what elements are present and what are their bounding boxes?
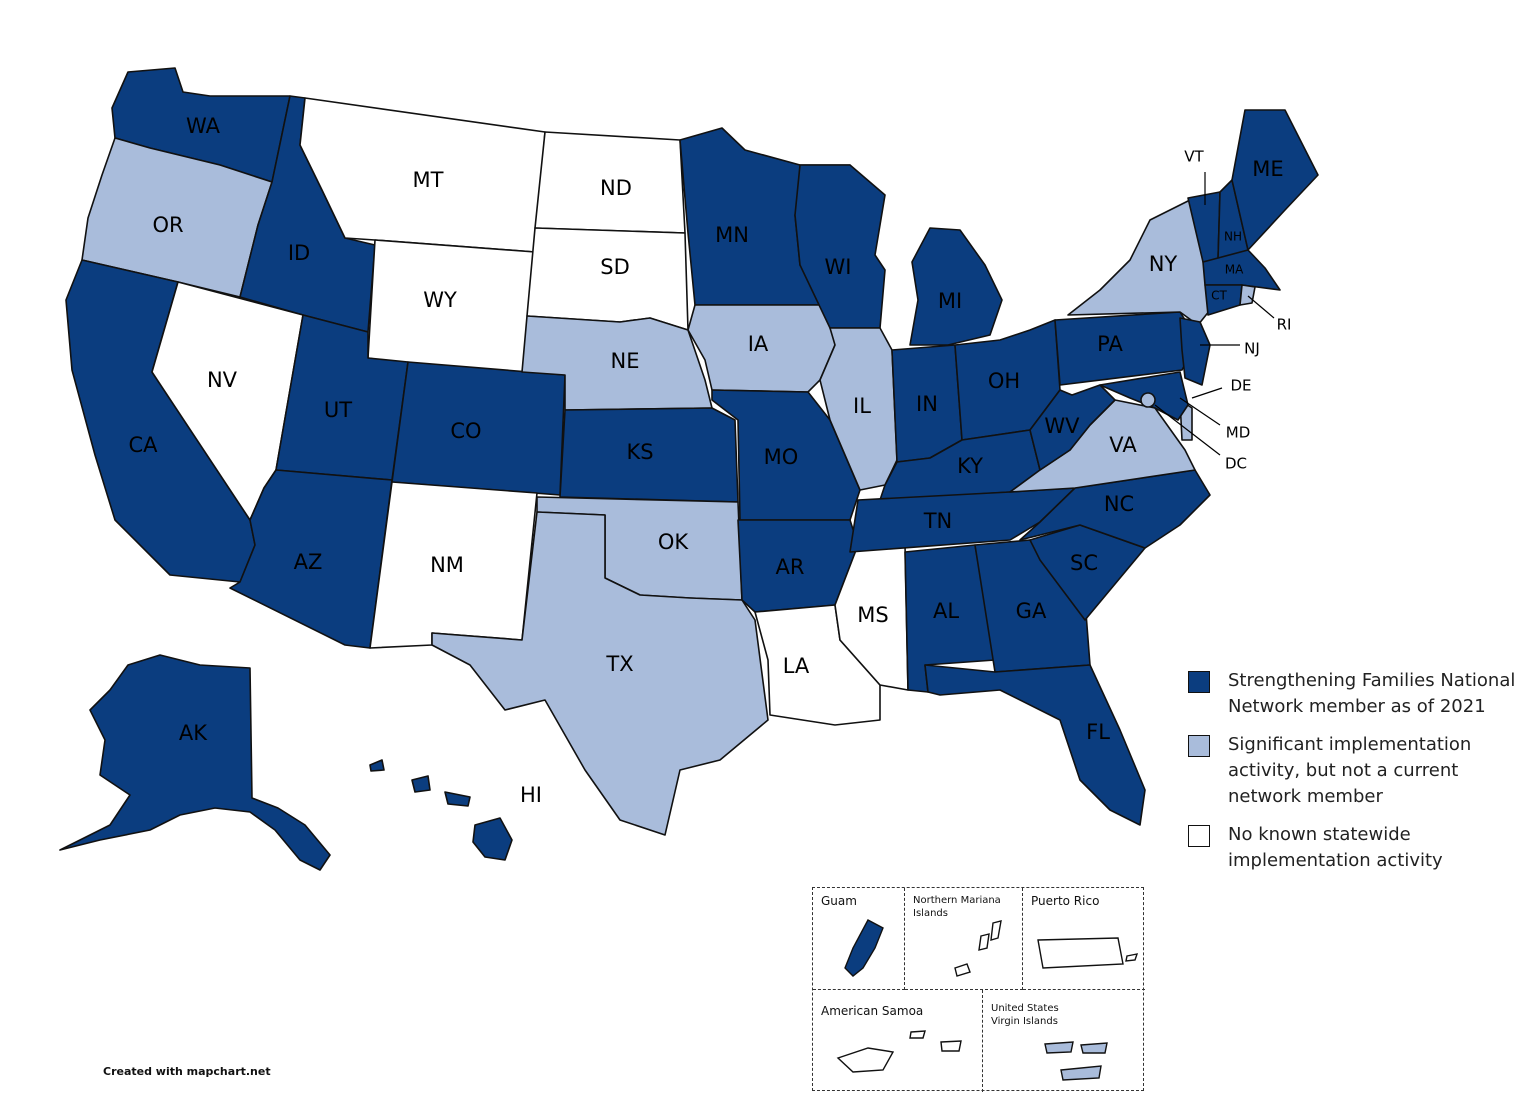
legend-text-implementation: Significant implementation activity, but… [1228, 734, 1472, 807]
state-WI [794, 164, 886, 329]
american-samoa-shape [836, 1030, 962, 1073]
state-KS [559, 407, 739, 503]
state-label-ma: MA [1225, 263, 1244, 277]
territory-guam: Guam [813, 888, 905, 990]
territory-usvi: United States Virgin Islands [983, 990, 1145, 1092]
state-label-hi: HI [520, 783, 542, 807]
legend-text-member: Strengthening Families National Network … [1228, 670, 1516, 717]
state-AK [59, 654, 331, 871]
state-label-ca: CA [128, 433, 158, 457]
state-label-nd: ND [600, 176, 632, 200]
state-label-md: MD [1226, 424, 1251, 442]
state-label-co: CO [450, 419, 481, 443]
state-label-id: ID [288, 241, 310, 265]
state-label-al: AL [933, 599, 959, 623]
state-label-ut: UT [324, 398, 352, 422]
state-label-nj: NJ [1244, 340, 1260, 358]
state-label-de: DE [1230, 377, 1251, 395]
state-TX [431, 511, 769, 836]
state-label-ct: CT [1211, 289, 1227, 303]
state-HI-island [369, 759, 471, 807]
state-SD [526, 227, 689, 331]
state-label-va: VA [1109, 433, 1137, 457]
state-GA [974, 539, 1091, 673]
state-label-mo: MO [764, 445, 799, 469]
state-label-nc: NC [1104, 492, 1134, 516]
legend-swatch-implementation [1188, 735, 1210, 757]
state-label-ky: KY [957, 454, 983, 478]
state-label-ok: OK [658, 530, 690, 554]
state-label-mi: MI [938, 289, 962, 313]
state-label-il: IL [853, 394, 871, 418]
state-FL [924, 664, 1146, 826]
state-label-ne: NE [611, 349, 640, 373]
state-label-ar: AR [776, 555, 805, 579]
state-label-sd: SD [600, 255, 630, 279]
state-NE [521, 315, 713, 411]
leader-lines [1154, 172, 1275, 456]
state-RI [1239, 284, 1256, 306]
state-WV [1029, 384, 1116, 471]
state-label-ms: MS [857, 603, 888, 627]
state-label-or: OR [152, 213, 183, 237]
puerto-rico-shape [1037, 937, 1139, 969]
state-label-ia: IA [748, 332, 769, 356]
state-label-az: AZ [294, 550, 323, 574]
legend-item-member: Strengthening Families National Network … [1188, 668, 1518, 720]
territory-usvi-label: United States Virgin Islands [991, 1003, 1059, 1027]
usvi-shape [1044, 1041, 1108, 1081]
territory-puerto-rico-label: Puerto Rico [1031, 894, 1100, 908]
state-IL [819, 327, 898, 491]
territory-northern-mariana: Northern Mariana Islands [905, 888, 1023, 990]
state-label-oh: OH [988, 369, 1020, 393]
state-MI [909, 227, 1003, 346]
state-label-ak: AK [179, 721, 208, 745]
state-label-nm: NM [430, 553, 464, 577]
state-label-ga: GA [1016, 599, 1047, 623]
territory-american-samoa: American Samoa [813, 990, 983, 1092]
legend: Strengthening Families National Network … [1188, 668, 1518, 886]
state-label-mt: MT [413, 168, 444, 192]
state-HI [472, 817, 513, 861]
northern-mariana-shape [954, 920, 1002, 977]
mapchart-credit: Created with mapchart.net [103, 1065, 271, 1078]
territory-northern-mariana-label: Northern Mariana Islands [913, 895, 1001, 919]
state-label-la: LA [783, 654, 810, 678]
state-label-mn: MN [715, 223, 749, 247]
state-label-vt: VT [1184, 148, 1204, 166]
state-NY [1067, 199, 1211, 326]
state-label-tx: TX [605, 652, 633, 676]
legend-swatch-none [1188, 825, 1210, 847]
legend-text-none: No known statewide implementation activi… [1228, 824, 1443, 871]
state-label-in: IN [916, 392, 938, 416]
state-label-me: ME [1252, 157, 1283, 181]
legend-item-implementation: Significant implementation activity, but… [1188, 732, 1518, 810]
state-label-dc: DC [1225, 455, 1247, 473]
state-label-ri: RI [1277, 316, 1292, 334]
state-label-pa: PA [1097, 332, 1123, 356]
state-label-sc: SC [1070, 551, 1098, 575]
state-label-wa: WA [186, 114, 221, 138]
state-label-ks: KS [626, 440, 653, 464]
state-label-wi: WI [825, 255, 852, 279]
state-label-wy: WY [423, 288, 457, 312]
territory-guam-label: Guam [821, 894, 857, 908]
state-label-tn: TN [923, 509, 953, 533]
state-NJ [1179, 317, 1211, 386]
legend-swatch-member [1188, 671, 1210, 693]
state-label-nh: NH [1224, 230, 1242, 244]
legend-item-none: No known statewide implementation activi… [1188, 822, 1518, 874]
state-DC [1140, 392, 1156, 408]
state-label-fl: FL [1086, 720, 1110, 744]
state-label-nv: NV [207, 368, 238, 392]
state-label-ny: NY [1149, 252, 1178, 276]
guam-shape [844, 919, 884, 977]
territory-puerto-rico: Puerto Rico [1023, 888, 1145, 990]
state-labels: WA OR CA ID NV MT WY UT AZ CO NM ND SD NE KS OK TX MN IA MO… [128, 114, 1291, 807]
territory-american-samoa-label: American Samoa [821, 1004, 924, 1018]
state-label-wv: WV [1044, 414, 1080, 438]
territories-inset: Guam Northern Mariana Islands Puerto Ric… [812, 887, 1145, 1092]
